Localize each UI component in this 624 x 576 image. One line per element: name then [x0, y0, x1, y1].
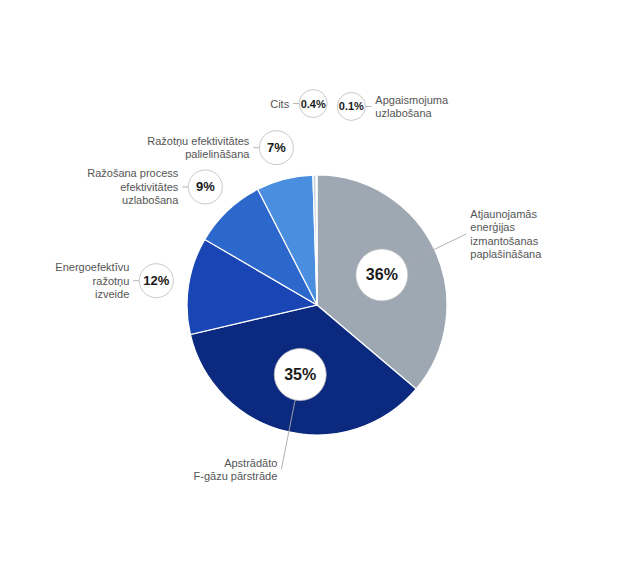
svg-text:Energoefektīvuražotņuizveide: Energoefektīvuražotņuizveide [55, 261, 129, 300]
svg-text:ApstrādātoF-gāzu pārstrāde: ApstrādātoF-gāzu pārstrāde [194, 457, 278, 483]
svg-text:0.1%: 0.1% [339, 100, 364, 112]
svg-text:Atjaunojamāsenerģijasizmantoša: Atjaunojamāsenerģijasizmantošanaspaplaši… [470, 208, 542, 261]
svg-text:35%: 35% [284, 366, 316, 383]
svg-text:9%: 9% [196, 179, 215, 194]
svg-text:Ražotņu efektivitātespalielinā: Ražotņu efektivitātespalielināšana [147, 135, 250, 161]
svg-text:Ražošana processefektivitātesu: Ražošana processefektivitātesuzlabošana [87, 167, 179, 206]
svg-text:12%: 12% [143, 273, 169, 288]
svg-text:7%: 7% [267, 140, 286, 155]
svg-text:Cits: Cits [270, 98, 289, 110]
svg-text:0.4%: 0.4% [301, 98, 326, 110]
svg-text:36%: 36% [366, 266, 398, 283]
svg-text:Apgaismojumauzlabošana: Apgaismojumauzlabošana [375, 94, 449, 120]
